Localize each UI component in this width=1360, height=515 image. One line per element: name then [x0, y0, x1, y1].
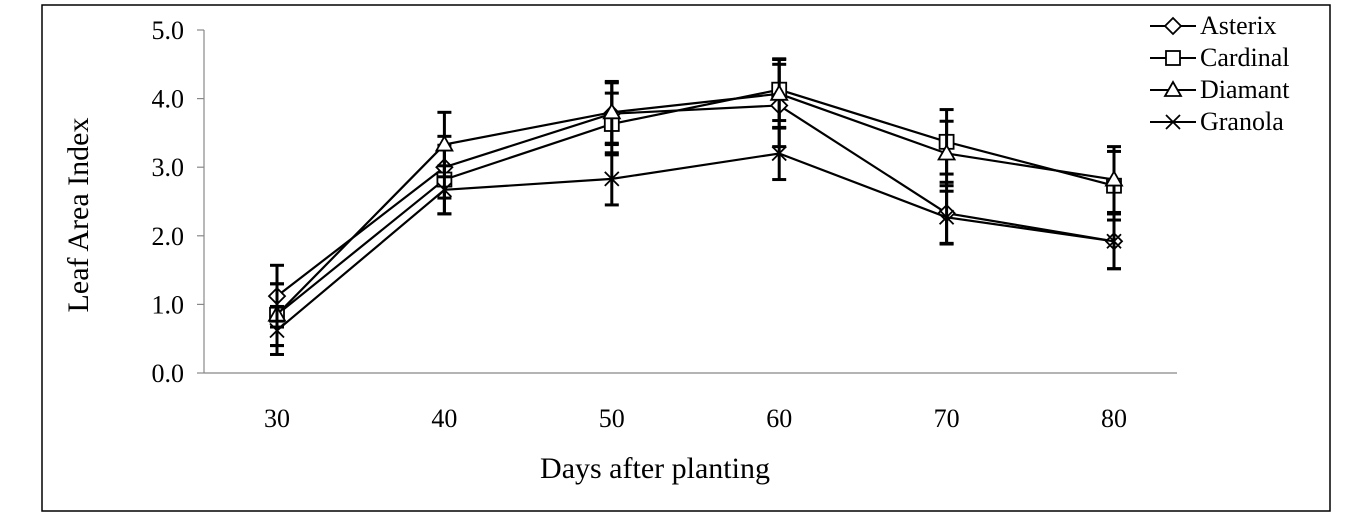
data-point-granola-stroke-b	[436, 182, 453, 198]
y-tick-label: 5.0	[152, 16, 185, 45]
legend-item-diamant: Diamant	[1150, 75, 1290, 104]
y-tick-label: 4.0	[152, 85, 185, 114]
data-point-granola	[938, 209, 955, 225]
data-point-granola-stroke-b	[938, 209, 955, 225]
series-line-cardinal	[276, 88, 1115, 316]
data-point-diamant	[937, 143, 957, 161]
legend-label: Cardinal	[1200, 43, 1290, 72]
series-line-granola	[276, 152, 1115, 332]
legend-label: Granola	[1200, 107, 1284, 136]
y-tick-label: 1.0	[152, 290, 185, 319]
series-line-diamant	[276, 92, 1115, 316]
series-line-asterix	[276, 104, 1115, 298]
chart-frame	[41, 4, 1331, 512]
data-point-diamant	[769, 83, 789, 101]
x-tick-label: 40	[431, 404, 457, 433]
axes: 0.0 1.0 2.0 3.0 4.0 5.0 30 40 50 60 70 80	[152, 16, 1177, 433]
x-axis-title: Days after planting	[540, 452, 770, 485]
y-axis-title: Leaf Area Index	[62, 118, 95, 313]
data-point-granola-stroke-b	[604, 171, 620, 187]
data-point-granola-stroke-b	[771, 145, 787, 162]
data-point-granola-stroke-b	[269, 322, 285, 339]
data-point-diamant	[602, 102, 622, 120]
legend-label: Asterix	[1200, 11, 1277, 40]
legend-item-granola: Granola	[1150, 107, 1284, 136]
data-point-granola	[604, 171, 620, 187]
x-tick-label: 60	[766, 404, 792, 433]
legend-marker-asterix	[1163, 16, 1183, 36]
data-point-diamant	[1104, 169, 1124, 187]
series-diamant	[267, 57, 1124, 348]
y-tick-label: 2.0	[152, 222, 185, 251]
x-tick-label: 80	[1101, 404, 1127, 433]
series-layer	[267, 57, 1124, 356]
data-point-granola	[1106, 233, 1122, 249]
x-tick-label: 70	[934, 404, 960, 433]
y-tick-label: 3.0	[152, 153, 185, 182]
data-point-diamant	[434, 134, 454, 152]
legend-marker-diamant	[1163, 80, 1183, 97]
y-tick-label: 0.0	[152, 359, 185, 388]
x-tick-label: 50	[599, 404, 625, 433]
data-point-granola	[269, 322, 285, 339]
series-granola	[269, 125, 1122, 356]
x-tick-label: 30	[264, 404, 290, 433]
legend-marker-cardinal	[1165, 50, 1181, 66]
data-point-granola	[771, 145, 787, 162]
legend-item-cardinal: Cardinal	[1150, 43, 1290, 72]
legend-label: Diamant	[1200, 75, 1290, 104]
legend-marker-granola	[1165, 114, 1181, 130]
data-point-granola-stroke-b	[1106, 233, 1122, 249]
legend-item-asterix: Asterix	[1150, 11, 1277, 40]
legend: Asterix Cardinal Diamant Granola	[1150, 11, 1290, 136]
legend-marker-granola-stroke-b	[1165, 114, 1181, 130]
data-point-granola	[436, 182, 453, 198]
